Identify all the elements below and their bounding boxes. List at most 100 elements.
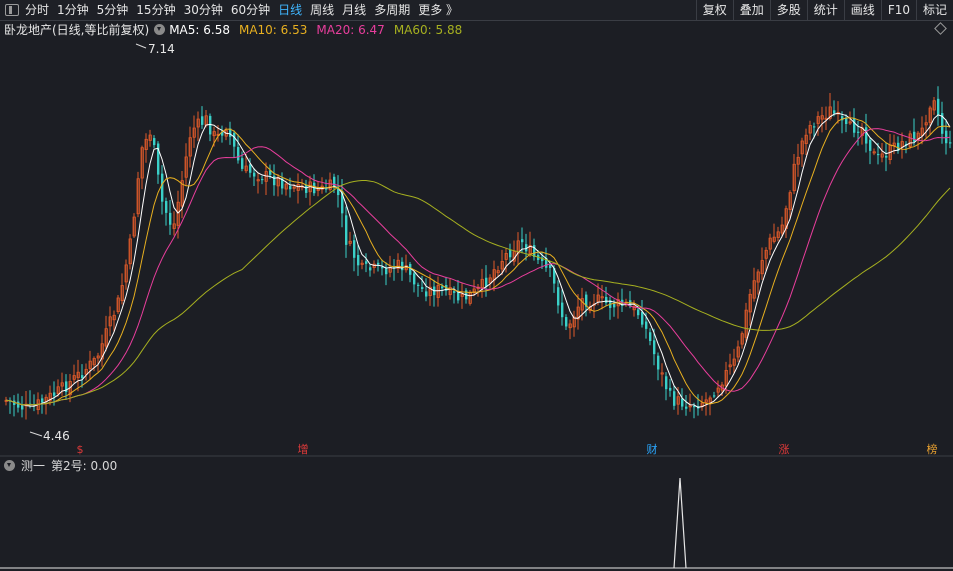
candle	[381, 259, 384, 276]
legend-dropdown-icon[interactable]	[154, 24, 166, 35]
candle	[92, 356, 96, 372]
candle	[888, 134, 892, 165]
indicator-title: 测一	[21, 458, 46, 473]
candle	[568, 319, 572, 340]
candle	[396, 253, 400, 274]
candle	[728, 353, 732, 375]
ma5-label: MA5: 6.58	[169, 22, 230, 37]
candle	[4, 396, 8, 406]
period-multi[interactable]: 多周期	[374, 3, 411, 17]
period-more[interactable]: 更多 》	[418, 3, 459, 17]
restore-right-button[interactable]: 复权	[695, 0, 733, 20]
candle	[305, 179, 308, 198]
candle	[516, 232, 520, 266]
candle	[592, 294, 596, 318]
ma60-line	[5, 180, 951, 406]
period-daily[interactable]: 日线	[278, 3, 303, 17]
candle	[941, 101, 944, 144]
candle	[681, 388, 684, 411]
candle	[869, 137, 872, 165]
candle	[144, 133, 148, 163]
period-fenshi[interactable]: 分时	[25, 3, 50, 17]
stock-title: 卧龙地产(日线,等比前复权)	[4, 23, 150, 37]
candle	[937, 86, 940, 126]
candle	[557, 280, 560, 314]
draw-line-button[interactable]: 画线	[843, 0, 881, 20]
candle	[201, 106, 204, 129]
mark-button[interactable]: 标记	[915, 0, 953, 20]
candle	[752, 267, 756, 302]
candle	[417, 282, 420, 297]
period-30min[interactable]: 30分钟	[183, 3, 223, 17]
indicator-dropdown-icon[interactable]	[4, 459, 15, 471]
event-marker: 涨	[779, 443, 790, 456]
candle	[945, 119, 948, 155]
candle	[880, 142, 884, 163]
event-marker: $	[77, 443, 84, 456]
candle	[44, 394, 48, 415]
candle	[744, 302, 748, 342]
candle	[237, 134, 240, 164]
candle	[161, 165, 164, 215]
candle	[124, 259, 128, 290]
candle	[924, 114, 928, 138]
candle	[784, 205, 788, 239]
overlay-button[interactable]: 叠加	[732, 0, 770, 20]
main-chart-legend: 卧龙地产(日线,等比前复权) MA5: 6.58 MA10: 6.53 MA20…	[0, 21, 953, 38]
candle	[700, 395, 704, 411]
tool-bar: 复权 叠加 多股 统计 画线 F10 标记	[695, 0, 953, 20]
candle	[900, 132, 904, 159]
ma20-line	[5, 128, 951, 406]
candle	[813, 122, 816, 139]
candle	[157, 141, 160, 184]
candle	[740, 331, 744, 349]
candle	[816, 111, 820, 136]
candle	[196, 111, 200, 141]
statistics-button[interactable]: 统计	[806, 0, 844, 20]
candle	[833, 100, 836, 117]
candle	[300, 178, 304, 191]
period-60min[interactable]: 60分钟	[230, 3, 271, 17]
candle	[180, 171, 184, 219]
candle	[549, 261, 552, 278]
candle	[253, 167, 256, 187]
candle	[553, 265, 556, 293]
period-monthly[interactable]: 月线	[342, 3, 367, 17]
candle	[500, 249, 504, 276]
candle	[128, 234, 132, 270]
period-1min[interactable]: 1分钟	[57, 3, 89, 17]
period-15min[interactable]: 15分钟	[136, 3, 176, 17]
sidebar-toggle-icon[interactable]	[5, 4, 19, 16]
candle	[928, 105, 932, 135]
candle	[56, 379, 60, 397]
candle	[649, 328, 652, 346]
candle	[480, 268, 484, 298]
candle	[685, 395, 688, 416]
period-5min[interactable]: 5分钟	[96, 3, 129, 17]
candle	[88, 350, 92, 380]
candle	[920, 116, 924, 145]
candle	[877, 142, 880, 165]
candle	[100, 334, 104, 367]
candle	[808, 120, 812, 141]
f10-button[interactable]: F10	[880, 0, 916, 20]
candle	[413, 271, 416, 293]
candle	[509, 243, 512, 264]
candle	[561, 289, 564, 326]
candle	[421, 275, 424, 293]
candle	[496, 265, 500, 277]
period-weekly[interactable]: 周线	[310, 3, 335, 17]
candle	[313, 174, 316, 196]
candle	[772, 223, 776, 244]
candle	[804, 128, 808, 156]
high-pointer	[135, 43, 147, 49]
candle	[393, 259, 396, 281]
high-price-label: 7.14	[148, 42, 175, 56]
candle	[796, 143, 800, 177]
candle	[713, 391, 716, 399]
candle	[572, 310, 576, 337]
candle	[345, 206, 348, 258]
multi-stock-button[interactable]: 多股	[769, 0, 807, 20]
candle	[140, 145, 144, 190]
